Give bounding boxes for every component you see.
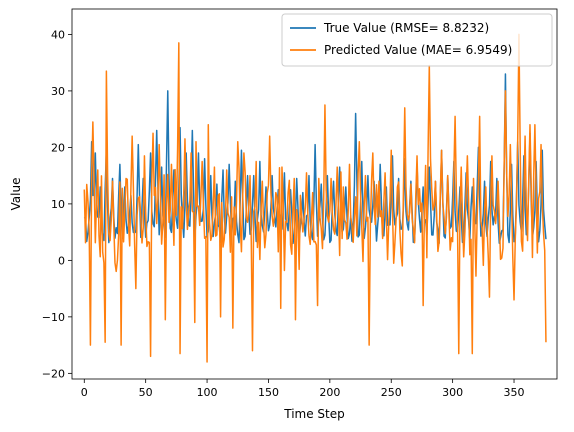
x-tick-label: 50 xyxy=(139,386,153,399)
x-tick-label: 0 xyxy=(81,386,88,399)
plot-frame xyxy=(71,8,558,380)
y-tick-label: −10 xyxy=(42,311,65,324)
x-tick-label: 300 xyxy=(442,386,463,399)
series-layer xyxy=(83,33,547,363)
series-line-predicted-value xyxy=(83,33,547,363)
legend-entry: True Value (RMSE= 8.8232) xyxy=(323,21,489,35)
x-tick-label: 200 xyxy=(319,386,340,399)
y-tick-label: 30 xyxy=(51,85,65,98)
y-tick-label: 20 xyxy=(51,141,65,154)
x-tick-label: 150 xyxy=(258,386,279,399)
x-tick-label: 350 xyxy=(504,386,525,399)
x-axis-label: Time Step xyxy=(283,407,345,421)
x-tick-label: 250 xyxy=(381,386,402,399)
x-tick-label: 100 xyxy=(197,386,218,399)
legend-box xyxy=(281,13,553,67)
y-tick-label: 40 xyxy=(51,28,65,41)
legend: True Value (RMSE= 8.8232) Predicted Value… xyxy=(281,13,553,67)
legend-entry: Predicted Value (MAE= 6.9549) xyxy=(324,43,512,57)
y-tick-label: −20 xyxy=(42,367,65,380)
y-tick-label: 0 xyxy=(58,254,65,267)
y-tick-label: 10 xyxy=(51,198,65,211)
tick-layer: 0 50 100 150 200 250 300 350 −20 −10 0 10 20 30 40 xyxy=(42,28,525,399)
y-axis-label: Value xyxy=(9,178,23,211)
